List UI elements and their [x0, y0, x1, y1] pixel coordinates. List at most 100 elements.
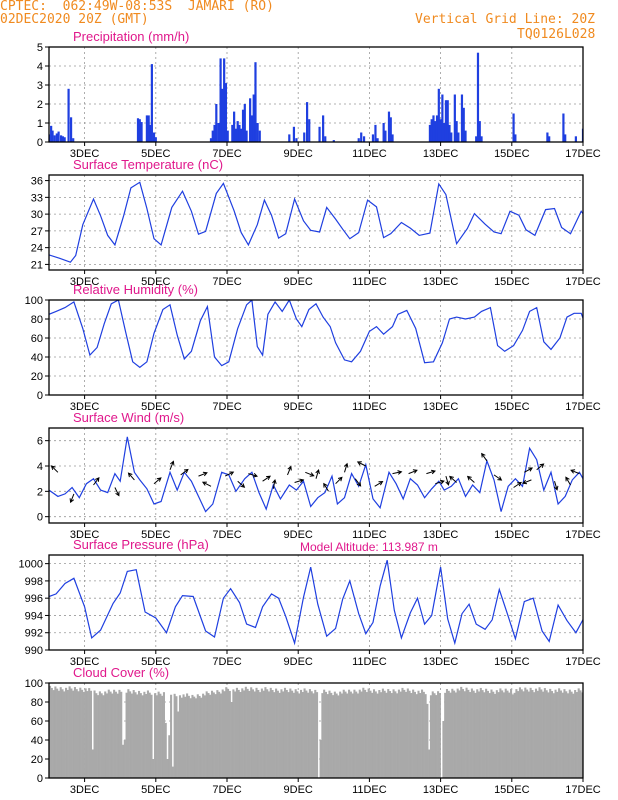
cloud-bar [234, 691, 237, 778]
precipitation-bar [217, 123, 220, 142]
temperature-ytick-label: 33 [31, 192, 43, 204]
humidity-xtick-label: 13DEC [423, 401, 459, 413]
cloud-bar [428, 749, 431, 778]
cloud-bar [88, 688, 91, 778]
wind-arrow [493, 474, 503, 481]
cloud-bar [575, 692, 578, 778]
cloud-bar [143, 691, 146, 778]
cloud-bar [194, 698, 198, 778]
cloud-bar [52, 690, 55, 778]
pressure-line [49, 560, 583, 646]
cloud-panel: Cloud Cover (%) 0 20 40 60 80 100 3DEC 5DEC 7DEC 9… [25, 665, 601, 796]
precipitation-bar [306, 102, 309, 142]
cloud-bar [170, 694, 173, 778]
cloud-bar [502, 692, 505, 778]
precipitation-bar [241, 109, 245, 142]
wind-xtick-label: 15DEC [494, 529, 530, 541]
cloud-ytick-label: 0 [37, 773, 43, 785]
cloud-bar [374, 691, 377, 778]
cloud-ytick-label: 100 [25, 678, 43, 690]
precipitation-title: Precipitation (mm/h) [73, 29, 189, 44]
precipitation-bar [67, 88, 70, 142]
cloud-bar [324, 691, 327, 778]
cloud-bar [148, 692, 151, 778]
cloud-bar [479, 687, 482, 778]
precipitation-xtick-label: 11DEC [352, 148, 387, 160]
cloud-bar [212, 692, 215, 778]
precipitation-bar [150, 64, 153, 142]
temperature-ytick-label: 36 [31, 176, 43, 188]
humidity-xtick-label: 5DEC [141, 401, 170, 413]
cloud-xtick-label: 7DEC [212, 784, 241, 796]
cloud-bar [145, 693, 148, 778]
precipitation-bar [219, 58, 222, 142]
precipitation-bar [224, 83, 228, 142]
wind-ytick-label: 0 [37, 512, 43, 524]
cloud-bar [91, 749, 94, 778]
cloud-bar [339, 691, 342, 778]
precipitation-bar [240, 128, 243, 142]
precipitation-bar [324, 136, 327, 142]
cloud-bar [333, 691, 336, 778]
cloud-bar [152, 759, 155, 778]
precipitation-bar [136, 118, 140, 142]
precipitation-bar [480, 136, 483, 142]
cloud-bar [330, 692, 333, 778]
wind-series [49, 436, 583, 513]
precipitation-bar [478, 121, 481, 142]
cloud-bar [365, 692, 368, 778]
wind-arrow [323, 482, 329, 492]
cloud-bar [559, 690, 562, 778]
precipitation-bar [322, 115, 325, 142]
precipitation-bar [138, 119, 141, 142]
cloud-bar [255, 687, 258, 778]
cloud-bar [66, 689, 69, 778]
cloud-bar [408, 690, 411, 778]
precipitation-bar [292, 126, 296, 142]
pressure-xtick-label: 15DEC [494, 656, 530, 668]
precipitation-bar [249, 98, 252, 142]
precipitation-bar [450, 132, 453, 142]
cloud-bar [490, 689, 493, 778]
cloud-bar [515, 689, 518, 778]
cloud-bar [577, 688, 580, 778]
cloud-bar [340, 693, 343, 778]
cloud-bar [397, 689, 400, 778]
cloud-bar [292, 692, 295, 778]
cloud-bar [191, 694, 194, 778]
precipitation-bar [69, 117, 73, 142]
precipitation-bar [457, 132, 460, 142]
cloud-bar [467, 689, 470, 778]
wind-arrow [435, 479, 445, 485]
cloud-bar [433, 693, 436, 778]
wind-arrow [426, 469, 436, 475]
temperature-xtick-label: 13DEC [423, 276, 459, 288]
cloud-bar [406, 688, 409, 778]
cloud-bar [299, 689, 303, 778]
cloud-bar [371, 692, 374, 778]
cloud-bar [405, 691, 408, 778]
cloud-bar [508, 692, 511, 778]
wind-arrow [198, 471, 208, 477]
cloud-bar [543, 688, 546, 778]
cloud-bar [139, 693, 142, 778]
temperature-xtick-label: 11DEC [352, 276, 387, 288]
cloud-bar [180, 697, 183, 778]
pressure-ytick-label: 996 [25, 593, 43, 605]
temperature-ytick-label: 21 [31, 259, 43, 271]
precipitation-bar [434, 121, 437, 142]
temperature-ytick-label: 24 [31, 243, 43, 255]
cloud-bar [348, 689, 351, 778]
wind-ytick-label: 6 [37, 436, 43, 448]
precipitation-bar [441, 94, 444, 142]
precipitation-bar [371, 134, 375, 142]
cloud-bar [203, 695, 206, 778]
precipitation-bar [53, 135, 56, 142]
wind-arrow [445, 475, 450, 486]
cloud-bar [323, 689, 326, 778]
cloud-bar [104, 691, 107, 778]
wind-xtick-label: 7DEC [212, 529, 241, 541]
precipitation-xtick-label: 13DEC [423, 148, 459, 160]
cloud-bar [196, 694, 199, 778]
cloud-bar [97, 695, 100, 778]
